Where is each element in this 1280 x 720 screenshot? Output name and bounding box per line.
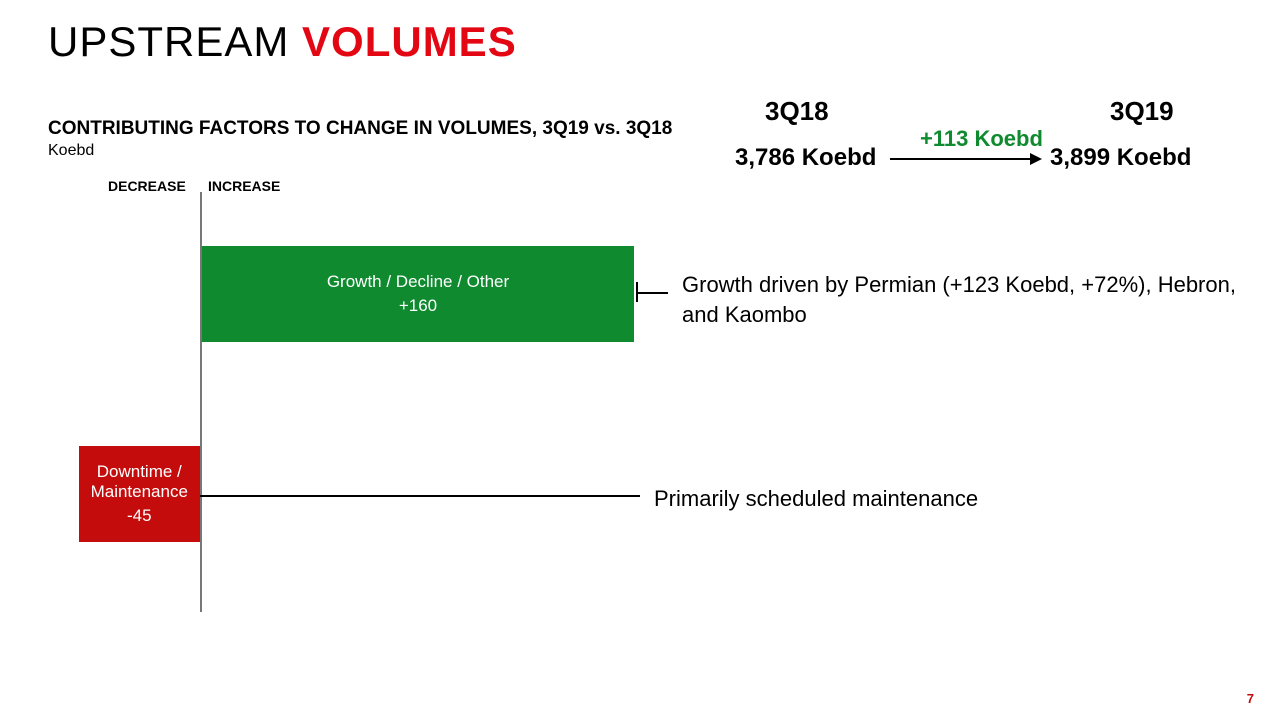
bar-value: -45 xyxy=(127,506,152,526)
annotation-tick xyxy=(636,282,638,302)
legend-increase: INCREASE xyxy=(208,178,280,194)
annotation-line xyxy=(200,495,640,497)
bar-label: Growth / Decline / Other xyxy=(327,272,509,292)
unit-label: Koebd xyxy=(48,142,94,160)
annotation-growth: Growth driven by Permian (+123 Koebd, +7… xyxy=(682,270,1242,329)
legend-decrease: DECREASE xyxy=(108,178,186,194)
value-right: 3,899 Koebd xyxy=(1050,144,1191,172)
delta-label: +113 Koebd xyxy=(920,126,1043,152)
subtitle: CONTRIBUTING FACTORS TO CHANGE IN VOLUME… xyxy=(48,118,672,140)
annotation-downtime: Primarily scheduled maintenance xyxy=(654,484,978,514)
title-part1: UPSTREAM xyxy=(48,18,302,65)
bar-label: Downtime / Maintenance xyxy=(91,462,188,502)
bar-growth: Growth / Decline / Other +160 xyxy=(202,246,634,342)
arrow-icon xyxy=(890,158,1040,160)
title-part2: VOLUMES xyxy=(302,18,517,65)
slide: UPSTREAM VOLUMES CONTRIBUTING FACTORS TO… xyxy=(0,0,1280,720)
value-left: 3,786 Koebd xyxy=(735,144,876,172)
bar-downtime: Downtime / Maintenance -45 xyxy=(79,446,201,542)
annotation-line xyxy=(636,292,668,294)
period-right: 3Q19 xyxy=(1110,96,1174,127)
bar-value: +160 xyxy=(399,296,437,316)
page-number: 7 xyxy=(1247,691,1254,706)
slide-title: UPSTREAM VOLUMES xyxy=(48,18,517,66)
period-left: 3Q18 xyxy=(765,96,829,127)
